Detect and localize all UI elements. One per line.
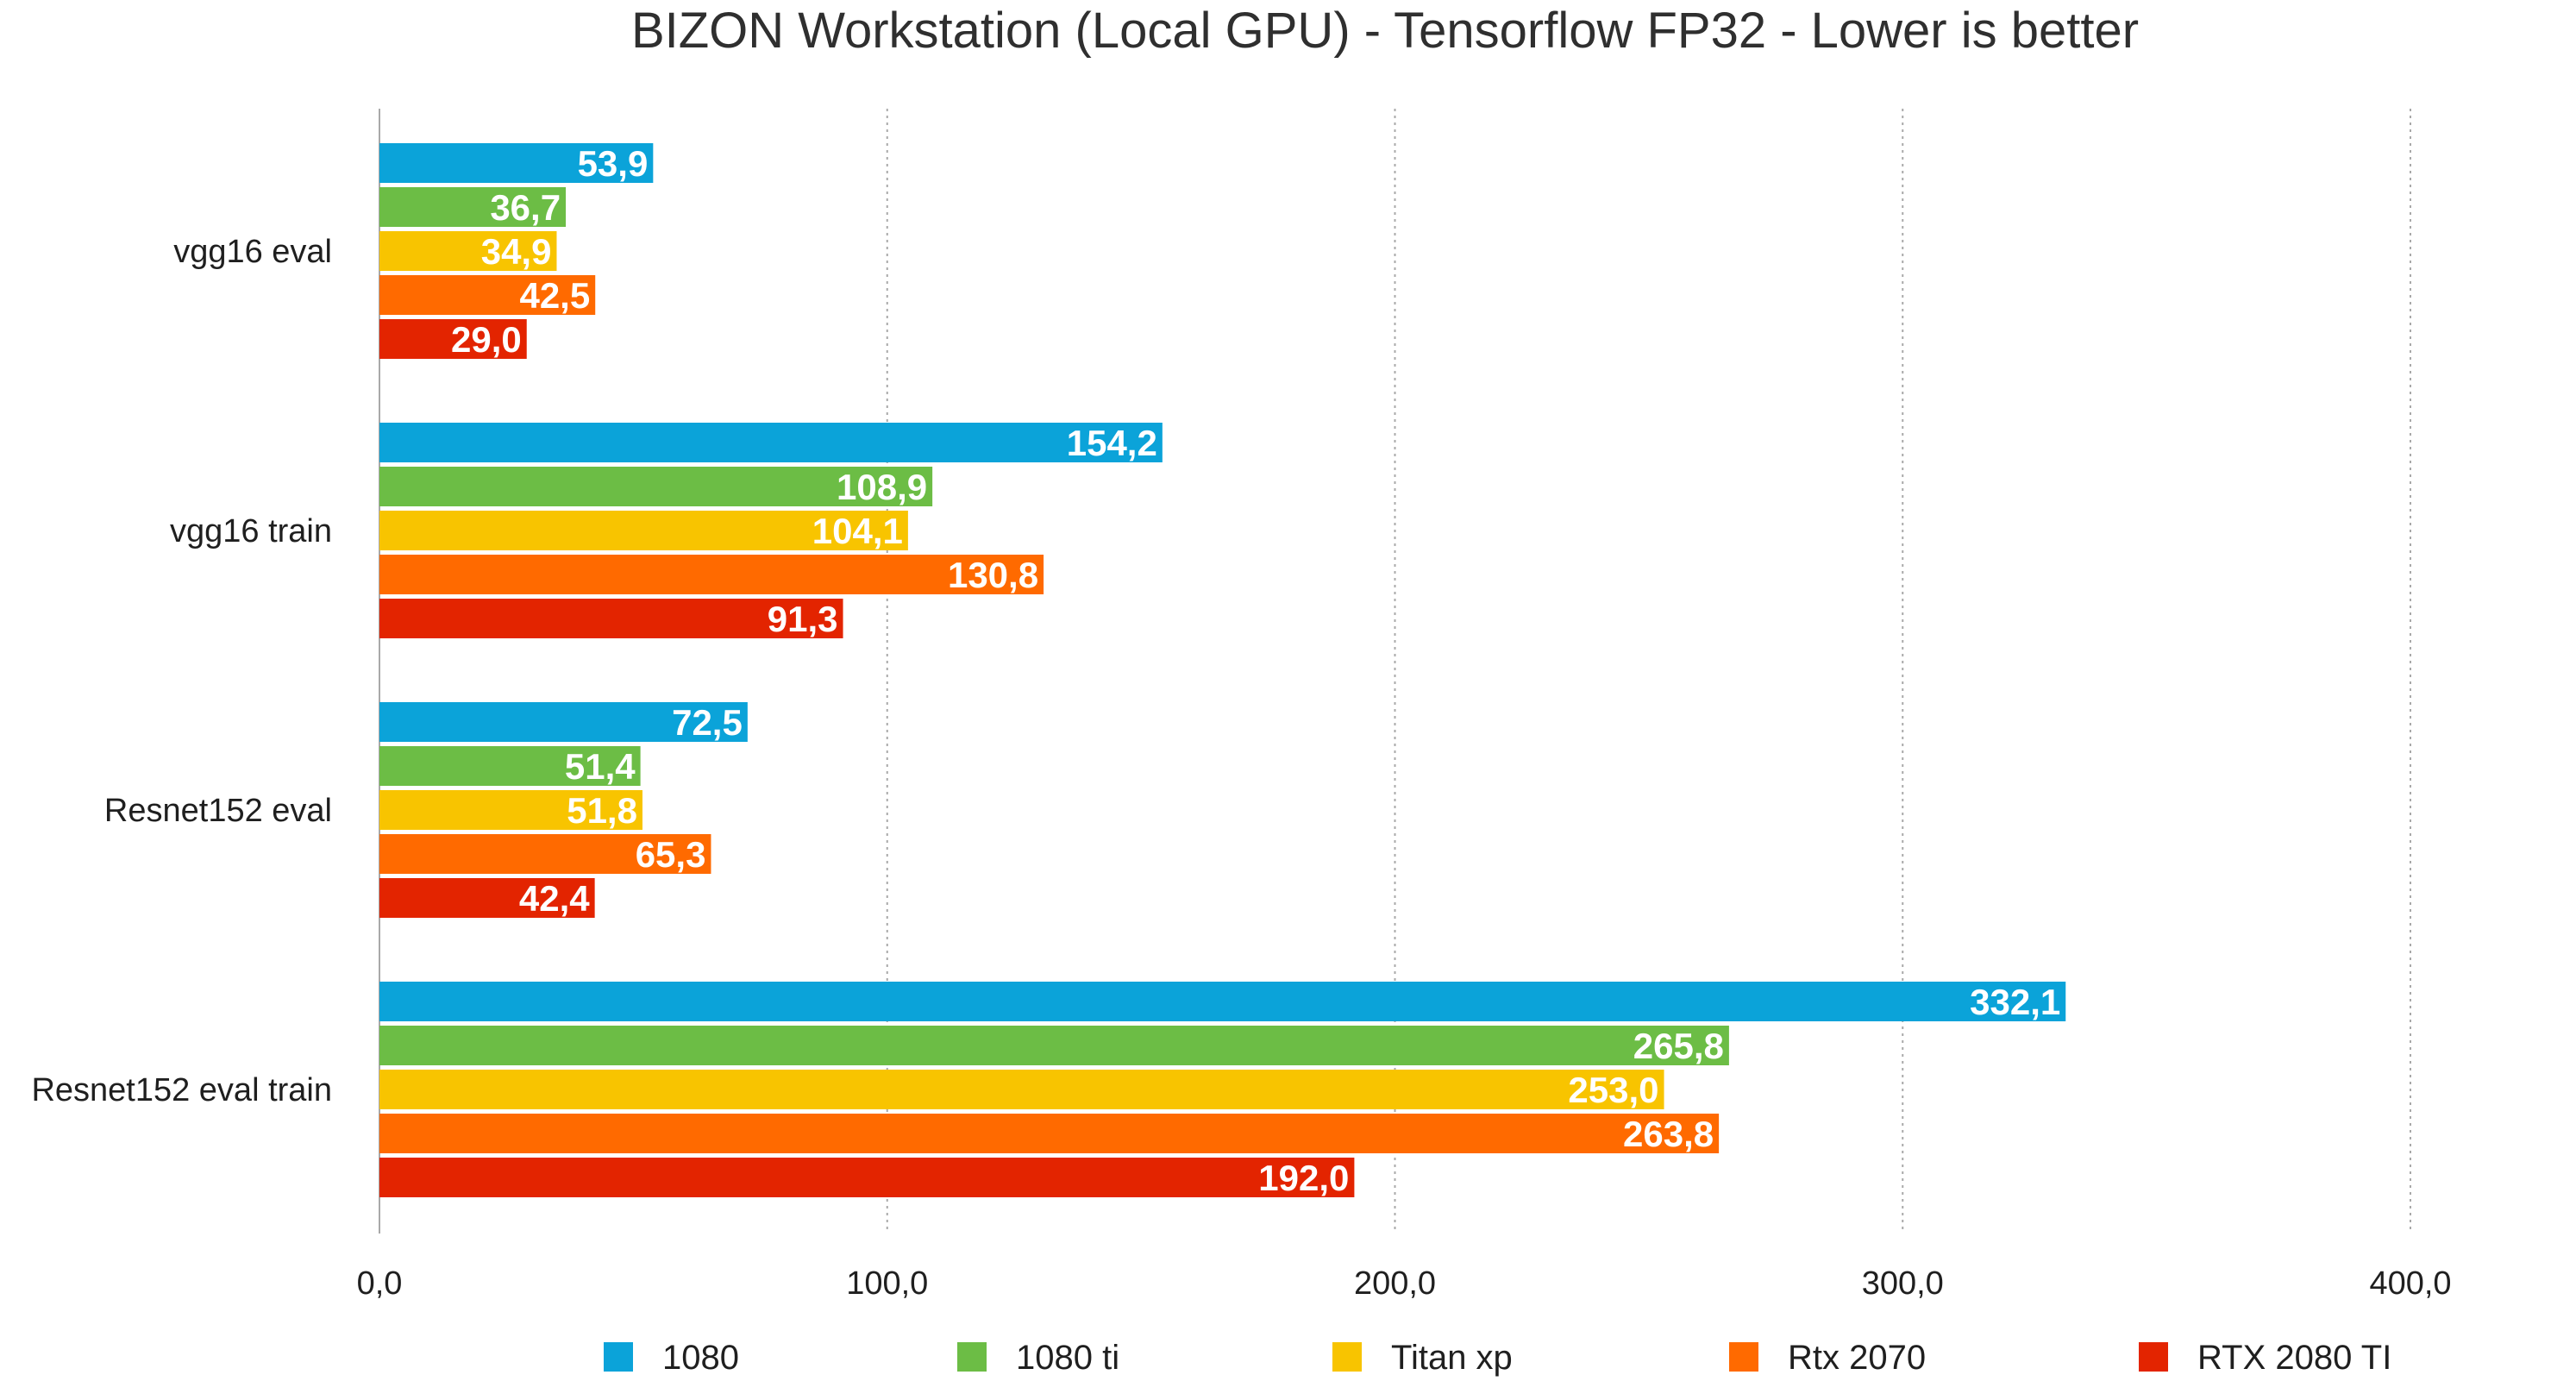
legend-label: Rtx 2070 (1788, 1339, 1926, 1377)
bar-value-label: 192,0 (1258, 1158, 1349, 1198)
bar-value-label: 130,8 (948, 555, 1038, 595)
bar-value-label: 72,5 (672, 702, 743, 743)
bar-value-label: 108,9 (837, 467, 927, 507)
bar (379, 790, 642, 830)
bar-value-label: 42,5 (519, 275, 590, 316)
bar-value-label: 91,3 (768, 599, 838, 639)
legend-label: 1080 (662, 1339, 739, 1377)
bar (379, 834, 711, 874)
bar-value-label: 263,8 (1623, 1114, 1714, 1154)
bar (379, 231, 557, 271)
grid-lines (886, 109, 2411, 1234)
bar-value-label: 65,3 (636, 834, 706, 875)
x-tick-label: 300,0 (1862, 1265, 1944, 1302)
x-tick-labels: 0,0 100,0 200,0 300,0 400,0 (357, 1265, 2452, 1302)
bar (379, 143, 654, 183)
bar-value-label: 253,0 (1568, 1070, 1658, 1110)
bar (379, 187, 567, 227)
category-label: vgg16 train (170, 513, 332, 549)
bar (379, 1158, 1355, 1197)
bar (379, 878, 595, 918)
legend-swatch (1332, 1342, 1362, 1372)
legend-swatch (2139, 1342, 2168, 1372)
bar (379, 599, 843, 638)
bar (379, 275, 596, 315)
bar (379, 746, 641, 786)
category-labels: vgg16 eval vgg16 train Resnet152 eval Resne… (31, 234, 332, 1108)
legend-label: 1080 ti (1016, 1339, 1119, 1377)
legend-swatch (604, 1342, 633, 1372)
x-tick-label: 200,0 (1354, 1265, 1436, 1302)
category-label: vgg16 eval (173, 234, 332, 270)
chart-title: BIZON Workstation (Local GPU) - Tensorfl… (631, 3, 2139, 59)
bar-value-label: 34,9 (481, 231, 552, 272)
bar-value-label: 51,4 (565, 746, 636, 787)
bar-value-label: 265,8 (1633, 1026, 1724, 1066)
bar-value-label: 29,0 (451, 319, 522, 360)
bar-value-label: 42,4 (519, 878, 590, 919)
bar-value-label: 36,7 (490, 187, 561, 228)
bar (379, 1114, 1720, 1153)
legend-label: RTX 2080 TI (2197, 1339, 2391, 1377)
bar-value-label: 51,8 (567, 790, 637, 831)
legend: 1080 1080 ti Titan xp Rtx 2070 RTX 2080 TI (604, 1339, 2391, 1377)
x-tick-label: 100,0 (846, 1265, 928, 1302)
bar-value-label: 332,1 (1970, 982, 2060, 1022)
bar (379, 982, 2066, 1021)
bar (379, 1026, 1729, 1065)
bar (379, 702, 748, 742)
category-label: Resnet152 eval train (31, 1072, 332, 1108)
x-tick-label: 0,0 (357, 1265, 403, 1302)
legend-label: Titan xp (1391, 1339, 1513, 1377)
x-tick-label: 400,0 (2369, 1265, 2451, 1302)
bar-value-label: 154,2 (1067, 423, 1157, 463)
bar (379, 511, 908, 550)
category-label: Resnet152 eval (104, 793, 332, 829)
bar (379, 423, 1163, 462)
bar (379, 555, 1044, 594)
bar (379, 319, 527, 359)
legend-swatch (957, 1342, 987, 1372)
legend-swatch (1729, 1342, 1758, 1372)
bar (379, 467, 933, 506)
bar-value-label: 104,1 (812, 511, 903, 551)
bar-value-label: 53,9 (578, 143, 649, 184)
bar (379, 1070, 1664, 1109)
